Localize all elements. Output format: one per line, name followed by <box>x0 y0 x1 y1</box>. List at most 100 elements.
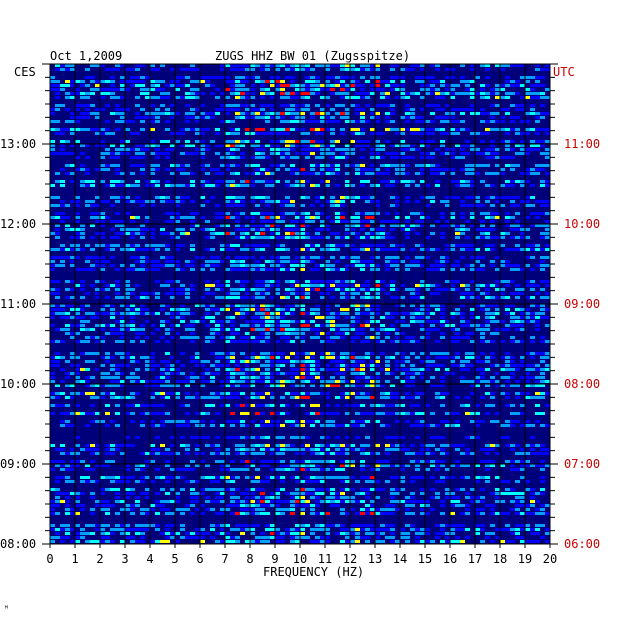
heatmap-cell <box>255 396 260 399</box>
heatmap-cell <box>355 120 360 123</box>
heatmap-cell <box>420 84 425 87</box>
heatmap-cell <box>450 96 455 99</box>
heatmap-cell <box>265 448 270 451</box>
heatmap-cell <box>125 464 130 467</box>
heatmap-cell <box>395 204 400 207</box>
heatmap-cell <box>290 460 295 463</box>
heatmap-cell <box>380 244 385 247</box>
heatmap-cell <box>185 68 190 71</box>
heatmap-cell <box>80 168 85 171</box>
heatmap-cell <box>400 248 405 251</box>
heatmap-cell <box>230 216 235 219</box>
heatmap-cell <box>245 288 250 291</box>
heatmap-cell <box>245 232 250 235</box>
heatmap-cell <box>315 316 320 319</box>
heatmap-cell <box>365 444 370 447</box>
heatmap-cell <box>255 204 260 207</box>
heatmap-cell <box>450 248 455 251</box>
heatmap-cell <box>265 380 270 383</box>
heatmap-cell <box>325 112 330 115</box>
heatmap-cell <box>530 84 535 87</box>
heatmap-cell <box>75 444 80 447</box>
heatmap-cell <box>295 368 300 371</box>
heatmap-cell <box>155 120 160 123</box>
heatmap-cell <box>250 248 255 251</box>
heatmap-cell <box>245 256 250 259</box>
heatmap-cell <box>545 128 550 131</box>
heatmap-cell <box>160 412 165 415</box>
heatmap-cell <box>230 424 235 427</box>
heatmap-cell <box>105 444 110 447</box>
heatmap-cell <box>260 256 265 259</box>
heatmap-cell <box>125 284 130 287</box>
heatmap-cell <box>215 436 220 439</box>
heatmap-cell <box>105 376 110 379</box>
heatmap-cell <box>465 164 470 167</box>
heatmap-cell <box>420 140 425 143</box>
heatmap-cell <box>130 68 135 71</box>
heatmap-cell <box>405 420 410 423</box>
heatmap-cell <box>410 108 415 111</box>
heatmap-cell <box>115 328 120 331</box>
heatmap-cell <box>350 284 355 287</box>
heatmap-cell <box>90 256 95 259</box>
heatmap-cell <box>505 360 510 363</box>
heatmap-cell <box>390 104 395 107</box>
heatmap-cell <box>150 360 155 363</box>
heatmap-cell <box>150 384 155 387</box>
heatmap-cell <box>285 312 290 315</box>
heatmap-cell <box>425 268 430 271</box>
heatmap-cell <box>165 360 170 363</box>
heatmap-cell <box>440 144 445 147</box>
heatmap-cell <box>180 284 185 287</box>
heatmap-cell <box>365 280 370 283</box>
heatmap-cell <box>405 452 410 455</box>
heatmap-cell <box>80 112 85 115</box>
heatmap-cell <box>145 148 150 151</box>
heatmap-cell <box>315 332 320 335</box>
heatmap-cell <box>475 328 480 331</box>
heatmap-cell <box>200 196 205 199</box>
heatmap-cell <box>325 368 330 371</box>
heatmap-cell <box>75 284 80 287</box>
heatmap-cell <box>135 380 140 383</box>
heatmap-cell <box>530 364 535 367</box>
heatmap-cell <box>320 180 325 183</box>
heatmap-cell <box>105 296 110 299</box>
heatmap-cell <box>420 312 425 315</box>
heatmap-cell <box>90 80 95 83</box>
heatmap-cell <box>305 312 310 315</box>
heatmap-cell <box>460 476 465 479</box>
heatmap-cell <box>460 444 465 447</box>
heatmap-cell <box>415 264 420 267</box>
heatmap-cell <box>455 196 460 199</box>
heatmap-cell <box>360 448 365 451</box>
heatmap-cell <box>545 204 550 207</box>
heatmap-cell <box>225 148 230 151</box>
heatmap-cell <box>150 324 155 327</box>
heatmap-cell <box>200 112 205 115</box>
heatmap-cell <box>270 324 275 327</box>
heatmap-cell <box>345 328 350 331</box>
heatmap-cell <box>305 412 310 415</box>
heatmap-cell <box>225 380 230 383</box>
heatmap-cell <box>90 76 95 79</box>
heatmap-cell <box>495 212 500 215</box>
heatmap-cell <box>155 412 160 415</box>
heatmap-cell <box>475 152 480 155</box>
heatmap-cell <box>310 476 315 479</box>
heatmap-cell <box>525 312 530 315</box>
heatmap-cell <box>135 64 140 67</box>
heatmap-cell <box>205 84 210 87</box>
heatmap-cell <box>360 464 365 467</box>
heatmap-cell <box>495 328 500 331</box>
heatmap-cell <box>85 320 90 323</box>
heatmap-cell <box>510 368 515 371</box>
heatmap-cell <box>270 296 275 299</box>
heatmap-cell <box>515 288 520 291</box>
heatmap-cell <box>540 308 545 311</box>
heatmap-cell <box>355 220 360 223</box>
heatmap-cell <box>295 372 300 375</box>
heatmap-cell <box>120 112 125 115</box>
heatmap-cell <box>330 64 335 67</box>
